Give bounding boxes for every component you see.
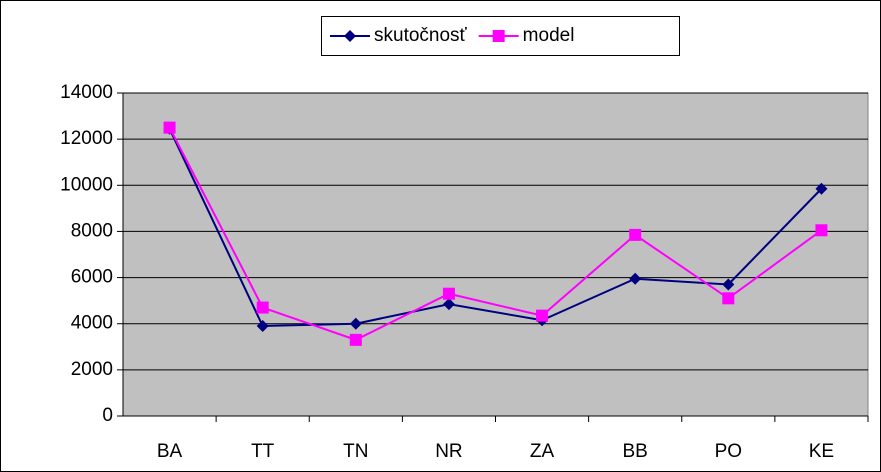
line	[168, 128, 823, 328]
x-tick-label: ZA	[530, 441, 555, 462]
marker	[256, 301, 269, 314]
x-tick-label: TN	[343, 441, 368, 462]
legend-label: model	[523, 25, 575, 46]
marker	[629, 272, 642, 285]
y-tick-label: 4000	[71, 313, 113, 334]
x-tick-label: PO	[715, 441, 742, 462]
y-tick-label: 10000	[60, 174, 113, 195]
marker	[815, 224, 828, 237]
marker	[722, 292, 735, 305]
y-tick-label: 8000	[71, 220, 113, 241]
x-tick-label: BB	[623, 441, 648, 462]
x-tick-label: BA	[157, 441, 183, 462]
marker	[815, 182, 828, 195]
y-tick-label: 0	[102, 405, 113, 426]
legend-label: skutočnosť	[374, 25, 468, 46]
x-tick-label: NR	[435, 441, 462, 462]
marker	[629, 228, 642, 241]
y-tick-label: 14000	[60, 82, 113, 103]
marker	[442, 287, 455, 300]
marker	[163, 121, 176, 134]
marker	[722, 278, 735, 291]
y-tick-label: 12000	[60, 128, 113, 149]
plot-area	[122, 92, 869, 417]
line	[168, 127, 823, 341]
y-tick-label: 6000	[71, 267, 113, 288]
y-tick-label: 2000	[71, 359, 113, 380]
marker	[256, 320, 269, 333]
marker	[344, 30, 356, 42]
marker	[349, 333, 362, 346]
x-tick-label: KE	[809, 441, 834, 462]
marker	[349, 317, 362, 330]
marker	[492, 30, 505, 42]
marker	[536, 309, 549, 322]
marker	[442, 298, 455, 311]
x-tick-label: TT	[251, 441, 275, 462]
